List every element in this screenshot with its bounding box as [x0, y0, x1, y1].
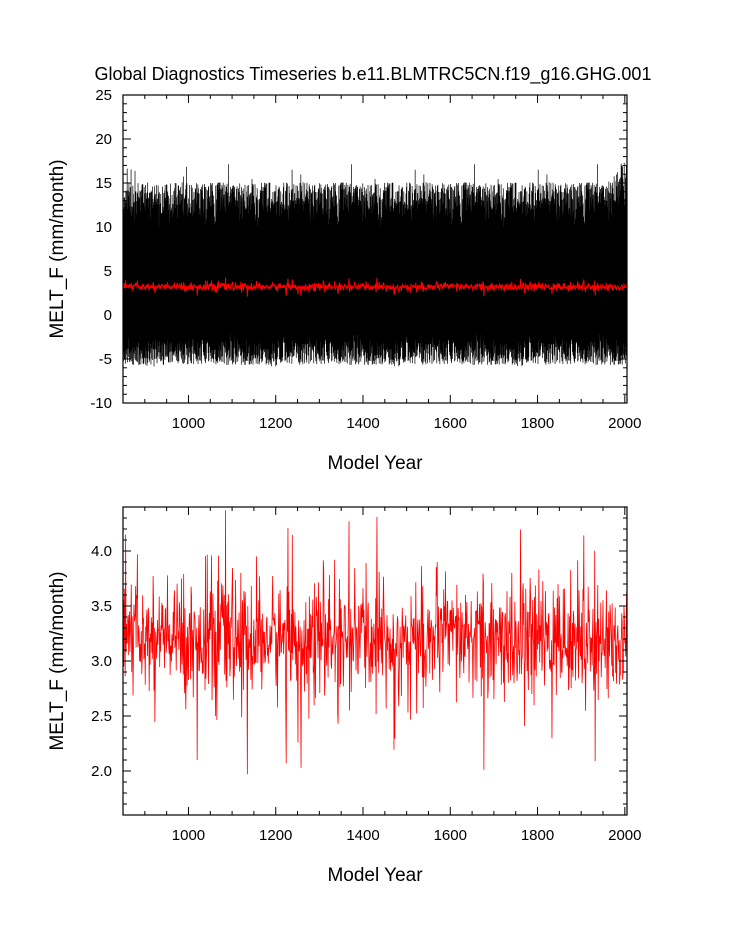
bottom-ticks: 1000 1200 1400 1600 1800 2000 2.0 2.5 3.0 3.5 4.0 [91, 506, 642, 844]
bottom-y-axis-title: MELT_F (mm/month) [47, 571, 68, 750]
top-y-tick-label: 25 [95, 87, 112, 104]
bottom-x-tick-label: 1000 [172, 827, 205, 844]
series-annual-mean-top [122, 277, 628, 297]
bottom-x-axis-title: Model Year [327, 865, 423, 886]
top-y-tick-label: 10 [95, 219, 112, 236]
series-monthly [122, 162, 628, 367]
top-x-axis-title: Model Year [327, 453, 423, 474]
bottom-x-tick-label: 2000 [608, 827, 641, 844]
top-x-tick-label: 1600 [434, 415, 467, 432]
bottom-y-tick-label: 2.0 [91, 763, 112, 780]
top-traces [122, 162, 628, 367]
top-panel: 1000 1200 1400 1600 1800 2000-10-50510152025 … [47, 87, 642, 474]
bottom-panel: 1000 1200 1400 1600 1800 20002.02.53.03.54.0 … [47, 506, 642, 886]
bottom-x-tick-label: 1200 [259, 827, 292, 844]
bottom-y-tick-label: 4.0 [91, 543, 112, 560]
top-y-axis-title: MELT_F (mm/month) [47, 159, 68, 338]
bottom-x-tick-label: 1800 [521, 827, 554, 844]
series-annual-mean [122, 510, 628, 775]
top-x-tick-label: 1000 [172, 415, 205, 432]
top-y-tick-label: -5 [99, 351, 112, 368]
top-x-tick-label: 1400 [346, 415, 379, 432]
top-x-tick-label: 1800 [521, 415, 554, 432]
top-plot-frame [122, 94, 628, 404]
bottom-x-tick-label: 1600 [434, 827, 467, 844]
top-y-tick-label: -10 [90, 395, 112, 412]
top-ticks: 1000 1200 1400 1600 1800 2000 -10 -5 0 5 10 15 20 25 [90, 87, 641, 432]
top-x-tick-label: 1200 [259, 415, 292, 432]
bottom-traces [122, 510, 628, 775]
bottom-y-tick-label: 3.0 [91, 653, 112, 670]
top-y-tick-label: 20 [95, 131, 112, 148]
plot-title: Global Diagnostics Timeseries b.e11.BLMT… [95, 64, 652, 85]
bottom-x-tick-label: 1400 [346, 827, 379, 844]
top-y-tick-label: 0 [104, 307, 112, 324]
top-y-tick-label: 5 [104, 263, 112, 280]
bottom-y-tick-label: 2.5 [91, 708, 112, 725]
top-x-tick-label: 2000 [608, 415, 641, 432]
bottom-y-tick-label: 3.5 [91, 598, 112, 615]
top-y-tick-label: 15 [95, 175, 112, 192]
